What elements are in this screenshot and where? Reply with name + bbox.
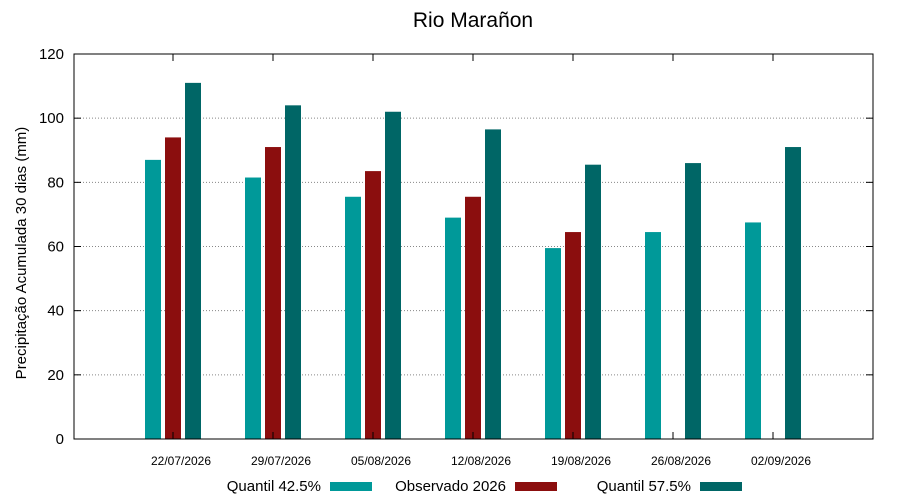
x-tick-label: 02/09/2026 [751,454,811,468]
y-tick-label: 120 [39,46,64,63]
legend-swatch [515,482,557,491]
y-tick-label: 80 [47,174,64,191]
x-tick-label: 22/07/2026 [151,454,211,468]
bar [585,164,601,439]
legend-label: Quantil 57.5% [597,478,691,495]
bar [745,222,761,439]
legend-label: Quantil 42.5% [227,478,321,495]
y-tick-label: 20 [47,367,64,384]
bar [145,159,161,439]
bar [685,163,701,440]
y-tick-label: 0 [56,431,64,448]
bar [565,232,581,439]
y-axis-ticks: 0 20 40 60 80 100 120 [39,46,873,448]
legend-swatch [330,482,372,491]
bar [385,111,401,439]
x-tick-label: 19/08/2026 [551,454,611,468]
x-tick-label: 26/08/2026 [651,454,711,468]
bar [345,196,361,439]
x-axis-ticks: 22/07/2026 29/07/2026 05/08/2026 12/08/2026… [151,54,811,468]
bar [445,217,461,439]
legend-label: Observado 2026 [395,478,506,495]
bars [145,82,801,440]
bar [365,171,381,439]
y-axis-label: Precipitação Acumulada 30 dias (mm) [13,127,30,380]
bar [545,248,561,439]
bar [285,105,301,439]
chart-title: Rio Marañon [413,9,533,32]
legend: Quantil 42.5% Observado 2026 Quantil 57.5% [227,478,742,495]
bar [465,196,481,439]
bar [165,137,181,439]
y-tick-label: 60 [47,239,64,256]
bar [245,177,261,440]
bar [485,129,501,440]
bar [785,147,801,439]
legend-swatch [700,482,742,491]
bar [645,232,661,439]
x-tick-label: 29/07/2026 [251,454,311,468]
bar [265,147,281,439]
y-tick-label: 100 [39,110,64,127]
x-tick-label: 12/08/2026 [451,454,511,468]
x-tick-label: 05/08/2026 [351,454,411,468]
bar [185,82,201,439]
y-tick-label: 40 [47,303,64,320]
